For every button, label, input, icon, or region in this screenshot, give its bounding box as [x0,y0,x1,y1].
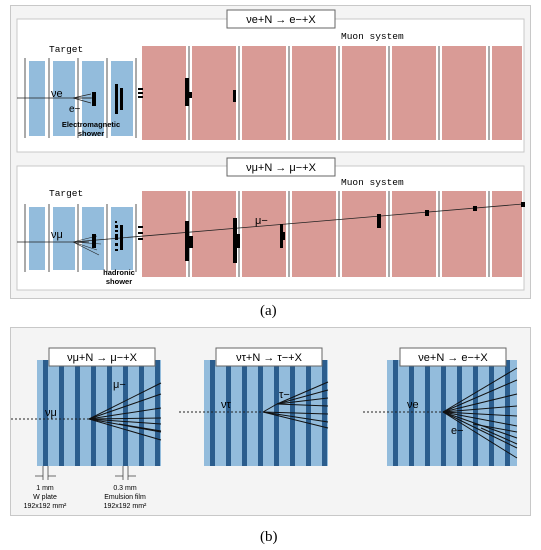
reaction-box [399,347,507,367]
electron-label: e− [69,104,81,115]
numu-interaction-stack: νμ+N → μ−+X νμ μ− [11,347,162,510]
plate-size-label: 192x192 mm² [24,503,67,510]
electron-label: e− [451,425,464,437]
plate-name-label: W plate [33,494,57,501]
shower-label: hadronic [103,268,135,277]
muon-label: μ− [255,215,268,227]
panel-a-label: (a) [260,303,277,319]
dimension-markers [35,466,136,480]
electron-event-row: νe+N → e−+X Target Muon system [16,9,525,153]
tau-neutrino-label: ντ [221,399,232,411]
film-size-label: 192x192 mm² [104,503,147,510]
muon-neutrino-label: νμ [51,229,63,241]
tau-label: τ− [279,389,290,401]
muon-system-label: Muon system [341,177,404,188]
reaction-box [215,347,323,367]
film-thickness-label: 0.3 mm [113,485,137,492]
hadronic-shower-hits [92,202,525,263]
muon-event-row: νμ+N → μ−+X Target Muon system [16,157,525,291]
panel-a: νe+N → e−+X Target Muon system [10,5,531,299]
panel-b-label: (b) [260,529,278,545]
reaction-box [48,347,156,367]
shower-label: Electromagnetic [62,120,120,129]
reaction-equation: νμ+N → μ−+X [67,352,138,364]
panel-a-diagram: νe+N → e−+X Target Muon system [16,9,525,291]
shower-label-2: shower [106,277,132,286]
target-label: Target [49,188,83,199]
panel-b-diagram: νμ+N → μ−+X νμ μ− [11,347,518,510]
reaction-equation: νμ+N → μ−+X [246,162,317,174]
nue-interaction-stack: νe+N → e−+X νe e− [363,347,518,466]
reaction-box [226,9,336,29]
plate-thickness-label: 1 mm [36,485,54,492]
muon-blocks [142,46,522,140]
muon-track [72,203,524,243]
electron-neutrino-label: νe [51,88,63,100]
target-label: Target [49,44,83,55]
electron-neutrino-label: νe [407,399,419,411]
film-name-label: Emulsion film [104,494,146,501]
reaction-box [226,157,336,177]
shower-label-2: shower [78,129,104,138]
panel-b: νμ+N → μ−+X νμ μ− [10,327,531,516]
muon-system-label: Muon system [341,31,404,42]
reaction-equation: νe+N → e−+X [418,352,488,364]
muon-label: μ− [113,379,126,391]
muon-neutrino-label: νμ [45,407,57,419]
nutau-interaction-stack: ντ+N → τ−+X ντ τ− [179,347,329,466]
muon-blocks [142,191,522,277]
reaction-equation: νe+N → e−+X [246,14,316,26]
em-shower-hits [92,78,236,114]
reaction-equation: ντ+N → τ−+X [236,352,303,364]
